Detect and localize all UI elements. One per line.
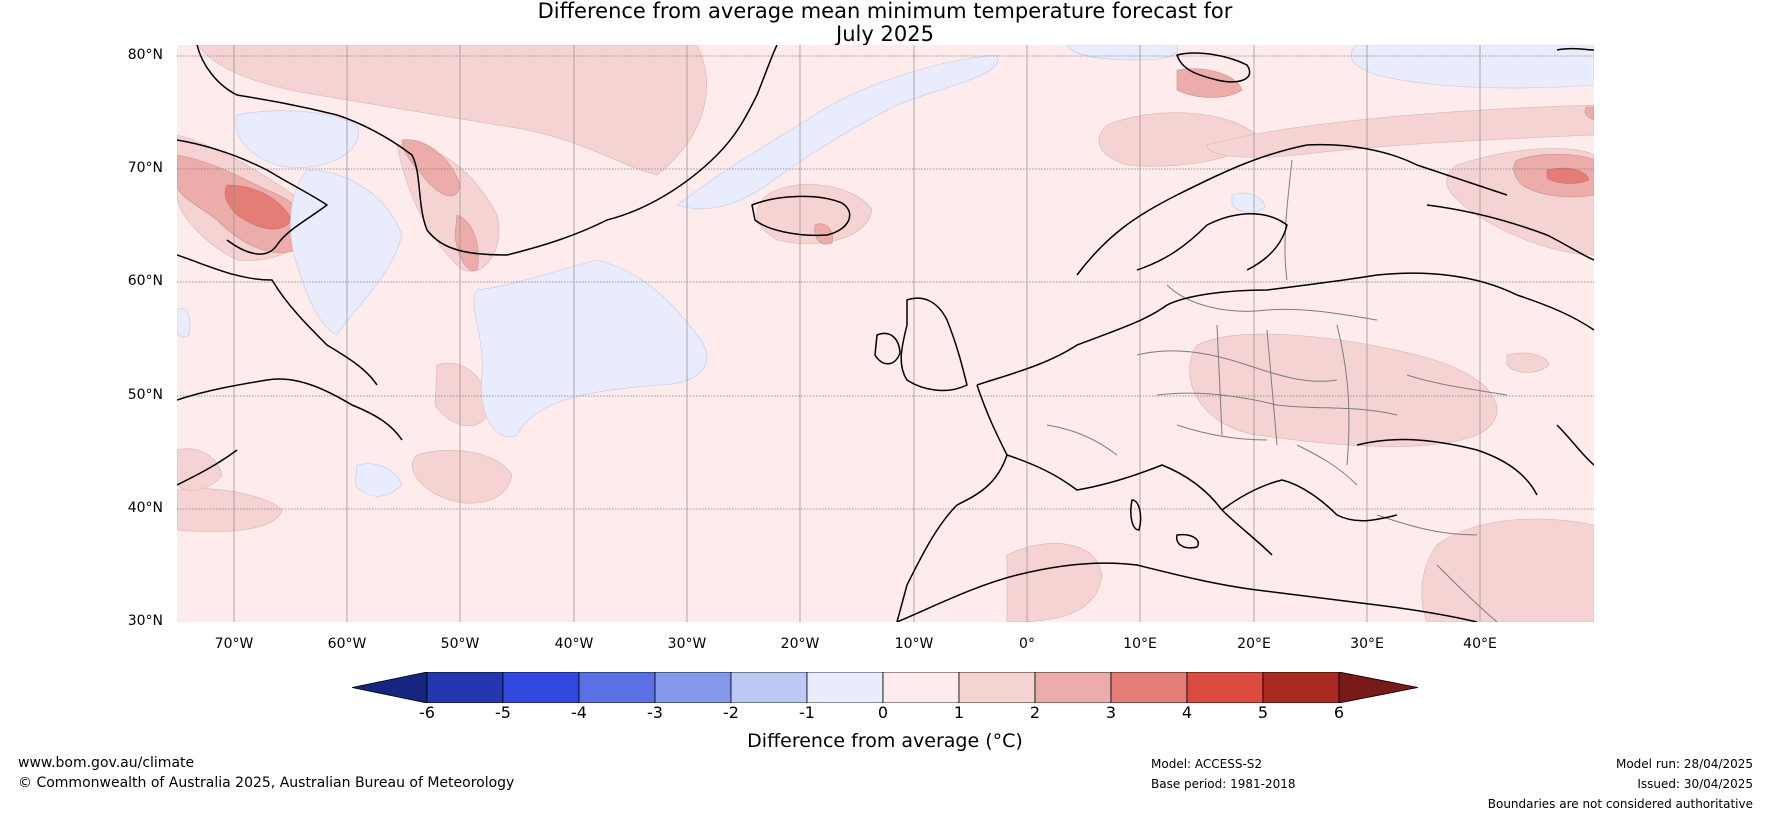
colorbar-tick-4: 4 bbox=[1181, 703, 1193, 722]
colorbar-tick-neg6: -6 bbox=[419, 703, 435, 722]
lon-label-20w: 20°W bbox=[780, 636, 820, 652]
title-line-2: July 2025 bbox=[836, 22, 934, 46]
colorbar-tick-3: 3 bbox=[1105, 703, 1117, 722]
anomaly-3-4-areas bbox=[224, 167, 1590, 230]
lat-label-80n: 80°N bbox=[127, 47, 163, 63]
colorbar-tick-1: 1 bbox=[953, 703, 965, 722]
colorbar-tick-neg4: -4 bbox=[571, 703, 587, 722]
map-canvas bbox=[177, 45, 1594, 622]
boundaries-disclaimer: Boundaries are not considered authoritat… bbox=[1487, 797, 1753, 811]
colorbar-extend-high bbox=[1338, 672, 1418, 703]
colorbar-bin-12 bbox=[1262, 672, 1340, 703]
national-borders bbox=[1046, 159, 1508, 622]
lon-label-30e: 30°E bbox=[1350, 636, 1384, 652]
lon-label-60w: 60°W bbox=[327, 636, 367, 652]
colorbar-bin-6 bbox=[806, 672, 884, 703]
colorbar-bin-4 bbox=[654, 672, 732, 703]
lon-label-10w: 10°W bbox=[894, 636, 934, 652]
colorbar-bin-10 bbox=[1110, 672, 1188, 703]
title-line-1: Difference from average mean minimum tem… bbox=[537, 0, 1233, 23]
colorbar-bin-5 bbox=[730, 672, 808, 703]
graticule bbox=[177, 55, 1594, 510]
lat-label-60n: 60°N bbox=[127, 273, 163, 289]
colorbar-tick-0: 0 bbox=[877, 703, 889, 722]
colorbar-tick-5: 5 bbox=[1257, 703, 1269, 722]
colorbar-bin-9 bbox=[1034, 672, 1112, 703]
colorbar-bin-7 bbox=[882, 672, 960, 703]
issued-date: Issued: 30/04/2025 bbox=[1637, 777, 1753, 791]
colorbar-bin-3 bbox=[578, 672, 656, 703]
lon-label-20e: 20°E bbox=[1237, 636, 1271, 652]
colorbar-tick-neg2: -2 bbox=[723, 703, 739, 722]
colorbar-tick-2: 2 bbox=[1029, 703, 1041, 722]
colorbar-label: Difference from average (°C) bbox=[747, 730, 1023, 752]
lon-label-30w: 30°W bbox=[667, 636, 707, 652]
model-name: Model: ACCESS-S2 bbox=[1151, 757, 1263, 771]
lat-label-40n: 40°N bbox=[127, 500, 163, 516]
forecast-map bbox=[177, 45, 1594, 622]
colorbar-tick-6: 6 bbox=[1333, 703, 1345, 722]
colorbar-bin-2 bbox=[502, 672, 580, 703]
lat-label-70n: 70°N bbox=[127, 160, 163, 176]
meridians bbox=[233, 45, 1481, 622]
lon-label-40e: 40°E bbox=[1463, 636, 1497, 652]
lon-label-70w: 70°W bbox=[214, 636, 254, 652]
chart-title: Difference from average mean minimum tem… bbox=[0, 0, 1770, 46]
base-period: Base period: 1981-2018 bbox=[1151, 777, 1296, 791]
colorbar-bin-8 bbox=[958, 672, 1036, 703]
colorbar-extend-low bbox=[352, 672, 428, 703]
website-link[interactable]: www.bom.gov.au/climate bbox=[18, 755, 195, 771]
lon-label-10e: 10°E bbox=[1123, 636, 1157, 652]
colorbar-tick-neg3: -3 bbox=[647, 703, 663, 722]
copyright-text: © Commonwealth of Australia 2025, Austra… bbox=[18, 775, 515, 791]
coastlines bbox=[177, 45, 1594, 622]
lat-label-50n: 50°N bbox=[127, 387, 163, 403]
colorbar-bin-1 bbox=[426, 672, 504, 703]
colorbar-tick-neg1: -1 bbox=[799, 703, 815, 722]
anomaly-neg1-0-areas bbox=[177, 45, 1594, 497]
colorbar bbox=[352, 672, 1418, 703]
colorbar-bin-11 bbox=[1186, 672, 1264, 703]
lon-label-50w: 50°W bbox=[440, 636, 480, 652]
anomaly-1-2-areas bbox=[177, 45, 1594, 622]
model-run-date: Model run: 28/04/2025 bbox=[1615, 757, 1753, 771]
colorbar-tick-neg5: -5 bbox=[495, 703, 511, 722]
lat-label-30n: 30°N bbox=[127, 613, 163, 629]
lon-label-0: 0° bbox=[1019, 636, 1035, 652]
lon-label-40w: 40°W bbox=[554, 636, 594, 652]
